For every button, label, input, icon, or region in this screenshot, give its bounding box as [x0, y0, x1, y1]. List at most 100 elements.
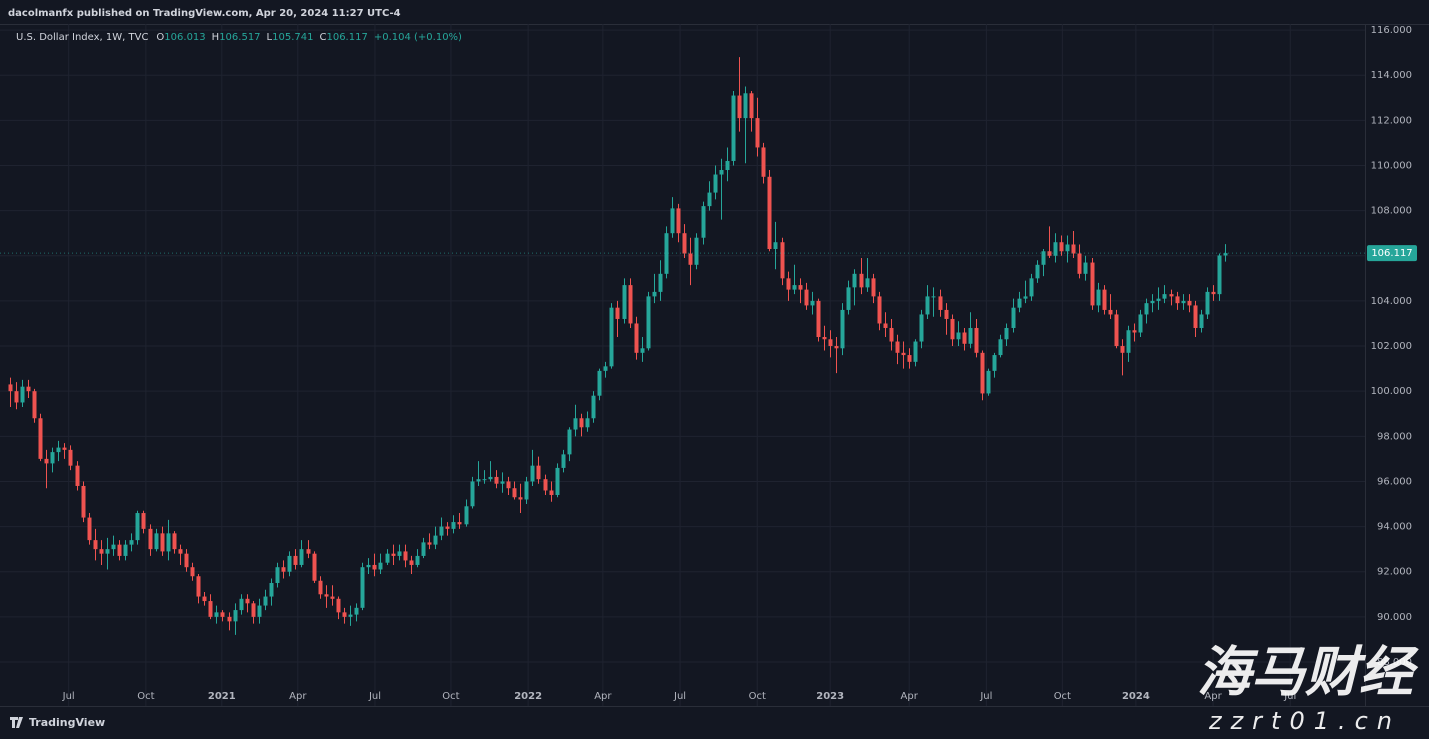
candle-body [640, 348, 645, 353]
candle-body [713, 174, 718, 193]
y-tick-label: 116.000 [1371, 25, 1412, 36]
candle-body [889, 327, 894, 342]
grid [0, 24, 1365, 706]
candle-body [81, 485, 86, 518]
candle-body [275, 567, 280, 584]
candle-body [804, 289, 809, 306]
candle-body [26, 386, 31, 392]
candle-body [1126, 330, 1131, 353]
candle-body [50, 452, 55, 464]
candle-body [1077, 253, 1082, 274]
candle-body [944, 309, 949, 319]
candle-body [798, 285, 803, 290]
candle-body [318, 580, 323, 595]
ohlc-value: 106.517 [219, 32, 260, 43]
candle-body [378, 562, 383, 570]
candle-body [634, 323, 639, 353]
candle-body [1175, 296, 1180, 304]
candle-body [470, 481, 475, 507]
candle-body [1053, 242, 1058, 256]
candle-body [1181, 300, 1186, 304]
candle-body [135, 513, 140, 541]
candle-body [561, 454, 566, 468]
candle-body [755, 118, 760, 148]
axes: 88.000 90.000 92.000 94.000 96.000 98.000 100.… [0, 25, 1417, 702]
candle-body [87, 517, 92, 541]
x-tick-label: Jul [979, 691, 992, 702]
candle-body [579, 418, 584, 428]
candle-body [324, 594, 329, 597]
legend: U.S. Dollar Index, 1W, TVC O 106.013 H 106.5… [16, 32, 462, 43]
candle-body [105, 549, 110, 554]
last-price-badge [1367, 245, 1417, 262]
candle-body [129, 540, 134, 545]
change: +0.104 (+0.10%) [374, 32, 462, 43]
candle-body [652, 291, 657, 297]
candle-body [245, 598, 250, 604]
candle-body [780, 242, 785, 279]
candle-body [877, 296, 882, 324]
candle-body [214, 612, 219, 617]
candle-body [1090, 262, 1095, 306]
candle-body [670, 208, 675, 234]
candle-body [1156, 298, 1161, 301]
candle-body [8, 384, 13, 392]
candle-body [68, 449, 73, 466]
candle-body [701, 206, 706, 238]
candle-body [615, 307, 620, 319]
candle-body [573, 418, 578, 430]
candle-body [190, 567, 195, 577]
watermark-title: 海马财经 [1197, 641, 1419, 704]
candle-body [1083, 262, 1088, 274]
candle-body [895, 341, 900, 353]
candle-body [682, 233, 687, 254]
candle-body [512, 488, 517, 498]
candle-body [591, 395, 596, 419]
candle-body [385, 553, 390, 563]
candle-body [1004, 327, 1009, 340]
candle-body [476, 479, 481, 482]
candle-body [865, 278, 870, 288]
candle-body [743, 93, 748, 119]
candle-body [767, 176, 772, 250]
candle-body [694, 237, 699, 265]
candle-body [871, 278, 876, 297]
candle-body [312, 553, 317, 581]
candle-body [287, 555, 292, 572]
logo-text: TradingView [29, 716, 105, 729]
candle-body [336, 598, 341, 613]
candle-body [56, 447, 61, 453]
x-tick-label: Jul [62, 691, 75, 702]
candle-body [445, 526, 450, 529]
candle-body [603, 366, 608, 371]
candle-body [20, 386, 25, 403]
candle-body [372, 564, 377, 570]
candle-body [992, 355, 997, 371]
y-tick-label: 102.000 [1371, 341, 1412, 352]
candle-body [1011, 307, 1016, 328]
candle-body [646, 296, 651, 349]
y-tick-label: 112.000 [1371, 115, 1412, 126]
candle-body [1150, 300, 1155, 304]
candle-body [123, 544, 128, 556]
candle-body [433, 535, 438, 545]
candle-body [366, 564, 371, 568]
candle-body [451, 522, 456, 529]
candle-body [913, 341, 918, 362]
candle-body [348, 614, 353, 617]
last-price-label: 106.117 [1371, 248, 1412, 259]
candle-body [1138, 314, 1143, 333]
candle-body [391, 553, 396, 556]
y-tick-label: 108.000 [1371, 206, 1412, 217]
candle-body [901, 352, 906, 356]
candle-body [196, 576, 201, 597]
candle-body [208, 601, 213, 617]
candle-body [1144, 303, 1149, 315]
candle-body [688, 253, 693, 265]
x-tick-label: Apr [1204, 691, 1222, 702]
candle-body [1047, 251, 1052, 256]
candle-body [38, 418, 43, 459]
ohlc-value: 106.013 [164, 32, 205, 43]
candle-body [749, 93, 754, 119]
